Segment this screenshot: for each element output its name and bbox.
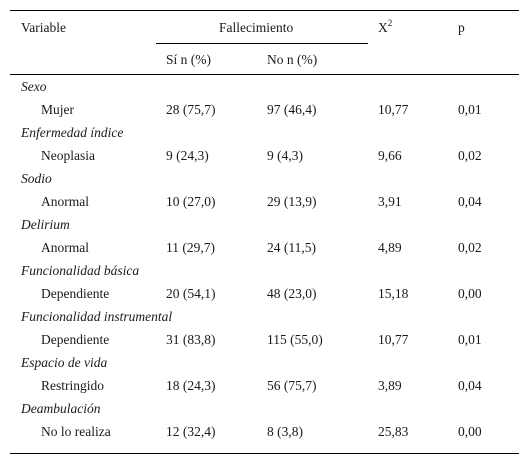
row-label: No lo realiza (41, 424, 111, 439)
cell-no: 48 (23,0) (267, 286, 317, 301)
group-label: Sodio (21, 171, 52, 186)
cell-p: 0,04 (458, 194, 482, 209)
cell-p: 0,02 (458, 148, 482, 163)
group-row: Espacio de vida (10, 351, 519, 374)
cell-chi: 25,83 (378, 424, 409, 439)
header-p: p (458, 20, 465, 35)
group-row: Funcionalidad básica (10, 259, 519, 282)
group-label: Funcionalidad básica (21, 263, 140, 278)
cell-si: 10 (27,0) (166, 194, 216, 209)
group-row: Sexo (10, 75, 519, 98)
cell-p: 0,00 (458, 286, 482, 301)
group-label: Delirium (21, 217, 70, 232)
group-label: Enfermedad índice (21, 125, 124, 140)
group-row: Sodio (10, 167, 519, 190)
cell-no: 56 (75,7) (267, 378, 317, 393)
cell-chi: 10,77 (378, 102, 409, 117)
group-label: Espacio de vida (21, 355, 108, 370)
row-label: Mujer (41, 102, 74, 117)
table-header: Variable Fallecimiento X2 p Sí n (%) No … (10, 11, 519, 75)
cell-no: 8 (3,8) (267, 424, 303, 439)
table-row: Neoplasia 9 (24,3) 9 (4,3) 9,66 0,02 (10, 144, 519, 167)
cell-chi: 3,91 (378, 194, 402, 209)
cell-p: 0,01 (458, 332, 482, 347)
cell-chi: 4,89 (378, 240, 402, 255)
table-row: Anormal 10 (27,0) 29 (13,9) 3,91 0,04 (10, 190, 519, 213)
cell-no: 9 (4,3) (267, 148, 303, 163)
table-row: Restringido 18 (24,3) 56 (75,7) 3,89 0,0… (10, 374, 519, 397)
cell-si: 31 (83,8) (166, 332, 216, 347)
group-label: Deambulación (21, 401, 101, 416)
cell-si: 20 (54,1) (166, 286, 216, 301)
group-row: Funcionalidad instrumental (10, 305, 519, 328)
header-variable: Variable (21, 20, 66, 35)
header-si: Sí n (%) (166, 52, 211, 67)
cell-si: 28 (75,7) (166, 102, 216, 117)
cell-no: 97 (46,4) (267, 102, 317, 117)
table-row: No lo realiza 12 (32,4) 8 (3,8) 25,83 0,… (10, 420, 519, 443)
row-label: Dependiente (41, 286, 110, 301)
cell-si: 9 (24,3) (166, 148, 209, 163)
cell-p: 0,04 (458, 378, 482, 393)
group-row: Enfermedad índice (10, 121, 519, 144)
group-row: Deambulación (10, 397, 519, 420)
header-fallecimiento: Fallecimiento (219, 20, 294, 35)
cell-p: 0,02 (458, 240, 482, 255)
results-table: Variable Fallecimiento X2 p Sí n (%) No … (10, 10, 519, 454)
row-label: Restringido (41, 378, 104, 393)
cell-chi: 15,18 (378, 286, 409, 301)
table-body: Sexo Mujer 28 (75,7) 97 (46,4) 10,77 0,0… (10, 75, 519, 443)
fallecimiento-underline (156, 43, 368, 44)
chi-base: X (378, 20, 388, 35)
group-label: Funcionalidad instrumental (21, 309, 173, 324)
row-label: Anormal (41, 194, 89, 209)
cell-si: 12 (32,4) (166, 424, 216, 439)
cell-si: 18 (24,3) (166, 378, 216, 393)
header-chi-square: X2 (378, 18, 393, 36)
group-row: Delirium (10, 213, 519, 236)
cell-si: 11 (29,7) (166, 240, 215, 255)
cell-chi: 3,89 (378, 378, 402, 393)
chi-superscript: 2 (387, 18, 393, 28)
cell-p: 0,01 (458, 102, 482, 117)
cell-chi: 10,77 (378, 332, 409, 347)
group-label: Sexo (21, 79, 47, 94)
cell-no: 29 (13,9) (267, 194, 317, 209)
row-label: Anormal (41, 240, 89, 255)
row-label: Neoplasia (41, 148, 95, 163)
cell-p: 0,00 (458, 424, 482, 439)
cell-chi: 9,66 (378, 148, 402, 163)
row-label: Dependiente (41, 332, 110, 347)
table-row: Dependiente 31 (83,8) 115 (55,0) 10,77 0… (10, 328, 519, 351)
cell-no: 24 (11,5) (267, 240, 316, 255)
table-row: Dependiente 20 (54,1) 48 (23,0) 15,18 0,… (10, 282, 519, 305)
header-no: No n (%) (267, 52, 318, 67)
table-row: Mujer 28 (75,7) 97 (46,4) 10,77 0,01 (10, 98, 519, 121)
table-row: Anormal 11 (29,7) 24 (11,5) 4,89 0,02 (10, 236, 519, 259)
cell-no: 115 (55,0) (267, 332, 323, 347)
